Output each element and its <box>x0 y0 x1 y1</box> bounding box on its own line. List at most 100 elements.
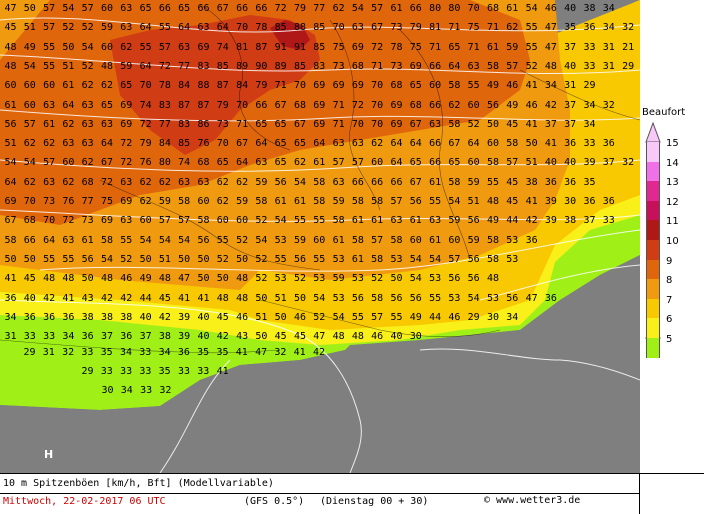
gust-value: 73 <box>390 60 403 72</box>
gust-value: 68 <box>81 176 94 188</box>
gust-value: 63 <box>43 176 56 188</box>
gust-value: 72 <box>139 118 152 130</box>
gust-value: 63 <box>255 157 268 169</box>
gust-value: 70 <box>467 3 480 14</box>
gust-value: 54 <box>332 311 345 323</box>
gust-value: 90 <box>255 60 268 72</box>
gust-value: 52 <box>525 60 538 72</box>
gust-value: 67 <box>409 118 422 130</box>
gust-value: 61 <box>293 196 307 207</box>
gust-value: 32 <box>274 347 287 358</box>
gust-value: 72 <box>351 99 364 111</box>
gust-value: 41 <box>197 292 210 304</box>
gust-value: 35 <box>100 347 113 358</box>
gust-value: 59 <box>467 234 480 246</box>
gust-value: 55 <box>43 253 56 265</box>
gust-value: 34 <box>602 3 615 14</box>
gust-value: 35 <box>216 347 229 358</box>
gust-value: 58 <box>371 292 384 304</box>
gust-value: 58 <box>448 118 461 130</box>
gust-value: 80 <box>158 157 171 169</box>
gust-value: 83 <box>197 60 210 72</box>
gust-value: 62 <box>216 196 229 207</box>
gust-value: 44 <box>139 292 152 304</box>
gust-value: 64 <box>255 138 268 150</box>
gust-value: 53 <box>274 273 287 285</box>
gust-value: 55 <box>313 215 326 227</box>
gust-value: 57 <box>371 234 384 246</box>
gust-value: 81 <box>429 22 442 34</box>
gust-value: 65 <box>274 118 287 130</box>
gust-value: 68 <box>293 99 307 111</box>
gust-value: 71 <box>371 60 384 72</box>
gust-value: 79 <box>255 80 268 92</box>
gust-value: 87 <box>216 80 229 92</box>
gust-value: 81 <box>236 41 249 53</box>
gust-value: 63 <box>120 176 133 188</box>
gust-value: 65 <box>274 157 287 169</box>
gust-value: 71 <box>332 99 345 111</box>
gust-value: 39 <box>544 215 557 227</box>
gust-value: 36 <box>43 311 56 323</box>
gust-value: 69 <box>390 118 403 130</box>
gust-value: 66 <box>255 99 268 111</box>
gust-value: 54 <box>81 41 94 53</box>
gust-value: 61 <box>43 118 56 130</box>
gust-value: 69 <box>197 41 210 53</box>
gust-value: 49 <box>139 273 152 285</box>
gust-value: 37 <box>602 157 615 169</box>
gust-value: 29 <box>583 80 596 92</box>
gust-value: 33 <box>100 366 113 377</box>
gust-value: 87 <box>255 41 268 53</box>
gust-value: 55 <box>43 41 56 53</box>
gust-value: 57 <box>158 215 171 227</box>
legend-swatch <box>646 161 660 182</box>
gust-value: 68 <box>390 80 403 92</box>
gust-value: 58 <box>390 234 403 246</box>
gust-value: 67 <box>448 138 461 150</box>
gust-value: 48 <box>544 60 557 72</box>
gust-value: 54 <box>351 3 364 14</box>
gust-value: 48 <box>236 292 249 304</box>
gust-value: 42 <box>544 99 557 111</box>
gust-value: 70 <box>332 22 345 34</box>
gust-value: 78 <box>390 41 403 53</box>
gust-value: 50 <box>23 3 36 14</box>
gust-value: 59 <box>293 234 307 246</box>
gust-value: 85 <box>216 60 229 72</box>
gust-value: 60 <box>467 157 480 169</box>
gust-value: 44 <box>429 311 442 323</box>
gust-value: 42 <box>43 292 56 304</box>
gust-value: 76 <box>62 196 75 207</box>
gust-value: 61 <box>274 196 287 207</box>
gust-value: 36 <box>583 196 596 207</box>
gust-value: 58 <box>351 234 364 246</box>
gust-value: 48 <box>236 273 249 285</box>
gust-value: 30 <box>101 385 114 396</box>
gust-value: 60 <box>4 80 17 92</box>
gust-value: 38 <box>100 311 114 323</box>
gust-value: 55 <box>390 311 403 323</box>
gust-value: 66 <box>197 3 210 14</box>
gust-value: 56 <box>409 292 422 304</box>
gust-value: 64 <box>390 157 403 169</box>
gust-value: 79 <box>216 99 229 111</box>
gust-value: 64 <box>139 22 152 34</box>
gust-value: 65 <box>293 138 307 150</box>
gust-value: 69 <box>100 215 114 227</box>
gust-value: 55 <box>525 22 538 34</box>
gust-value: 45 <box>216 311 229 323</box>
gust-value: 33 <box>583 41 596 53</box>
gust-value: 66 <box>390 176 403 188</box>
gust-value: 58 <box>4 234 17 246</box>
gust-value: 65 <box>216 157 229 169</box>
gust-value: 77 <box>178 60 191 72</box>
gust-value: 36 <box>602 196 615 207</box>
gust-value: 52 <box>255 273 268 285</box>
gust-value: 71 <box>429 41 442 53</box>
legend-swatch <box>646 259 660 280</box>
gust-value: 69 <box>313 80 326 92</box>
gust-value: 66 <box>429 60 442 72</box>
gust-value: 38 <box>120 311 133 323</box>
gust-value: 36 <box>62 311 75 323</box>
